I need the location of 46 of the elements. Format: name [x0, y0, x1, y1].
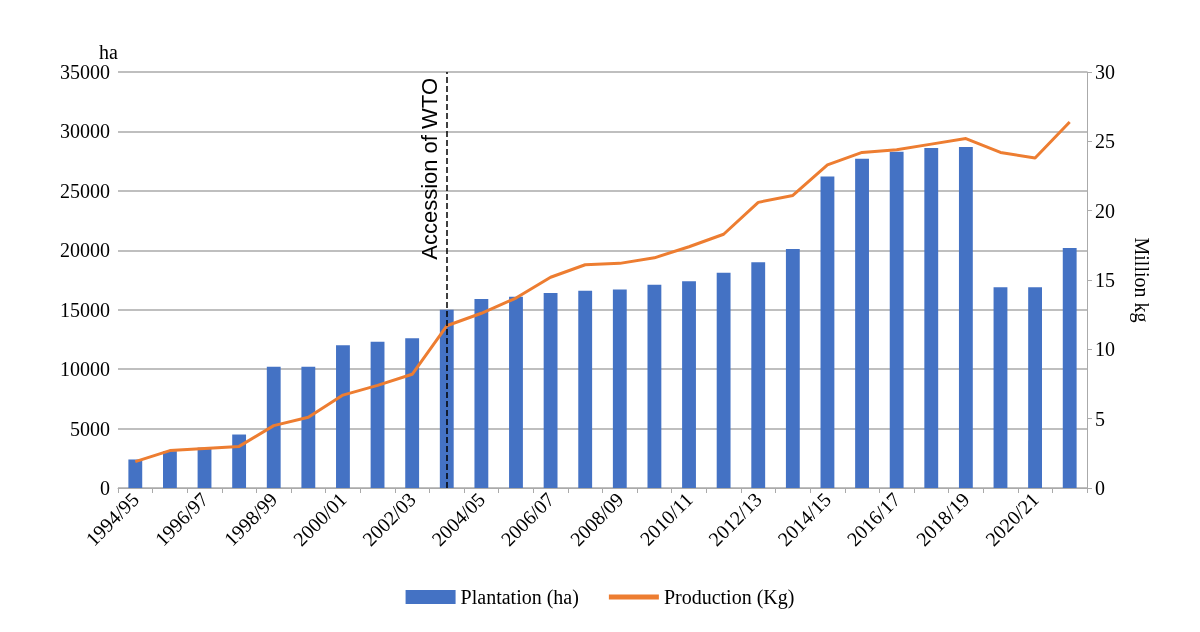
bar	[751, 262, 766, 488]
bar	[647, 284, 662, 488]
bar	[682, 281, 696, 488]
bar	[716, 272, 731, 488]
bar	[405, 338, 420, 488]
annotation: Accession of WTO	[417, 78, 443, 260]
bar	[612, 289, 627, 488]
bar	[509, 296, 523, 488]
y2-tick-label: 10	[1095, 338, 1115, 361]
bar	[578, 290, 593, 488]
bar	[993, 287, 1008, 488]
y2-tick-label: 20	[1095, 199, 1115, 222]
y2-tick-label: 0	[1095, 477, 1105, 499]
bar	[128, 459, 143, 488]
legend-label: Production (Kg)	[663, 586, 795, 609]
bar	[1062, 247, 1077, 488]
y-tick-label: 20000	[60, 239, 110, 262]
legend-label: Plantation (ha)	[460, 586, 579, 609]
y-tick-label: 25000	[60, 179, 110, 202]
bar	[958, 146, 973, 488]
bar	[162, 451, 177, 488]
bar	[543, 293, 558, 488]
y-tick-label: 15000	[60, 298, 110, 321]
y-tick-label: 30000	[60, 120, 110, 143]
bar	[336, 345, 350, 488]
bar	[820, 176, 835, 488]
y2-tick-label: 5	[1095, 407, 1105, 430]
bar	[232, 434, 247, 488]
y2-tick-label: 30	[1095, 61, 1115, 83]
y2-tick-label: 25	[1095, 130, 1115, 153]
bar	[266, 366, 281, 488]
bar	[370, 341, 385, 488]
bar	[785, 249, 800, 488]
y-tick-label: 10000	[60, 358, 110, 381]
y-tick-label: 5000	[70, 417, 110, 440]
y-axis-title: ha	[99, 41, 119, 64]
y-tick-label: 0	[100, 477, 110, 499]
bar	[1028, 287, 1043, 488]
bar	[301, 366, 316, 488]
y2-tick-label: 15	[1095, 269, 1115, 291]
bar	[889, 151, 904, 488]
bar	[855, 158, 869, 488]
bar	[924, 148, 939, 488]
bar	[474, 299, 489, 488]
y-tick-label: 35000	[60, 61, 110, 83]
y2-axis-title: Million kg	[1130, 237, 1153, 323]
